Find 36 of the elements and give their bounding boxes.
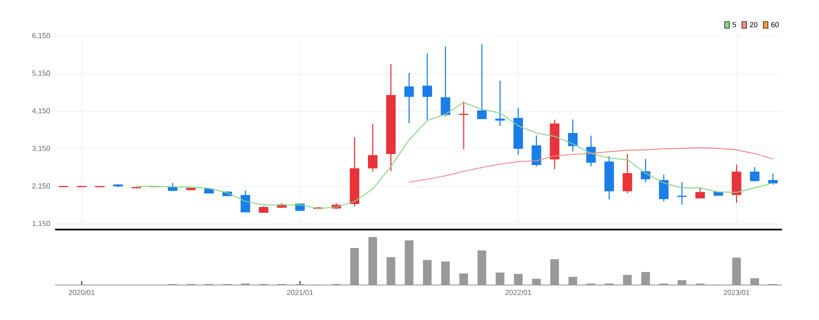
bar [368,236,378,285]
candlestick [458,100,468,150]
candlestick [368,123,378,172]
bar [550,259,559,285]
candlestick [477,44,487,120]
bar [732,258,741,285]
candlestick [750,166,760,182]
candlestick [677,182,687,206]
bar [641,272,650,285]
bar [532,278,541,285]
candlestick [768,173,778,186]
candlestick [586,135,596,167]
candlestick [532,135,542,167]
bar [623,274,632,285]
candlestick [622,153,632,194]
bar [514,274,523,285]
candlestick [695,187,705,199]
bar [678,280,686,285]
candlestick [495,80,505,126]
bar [750,278,760,285]
candlestick [732,164,742,204]
candlestick [658,174,669,202]
candlestick [404,72,414,124]
candlestick [422,52,432,120]
bar [404,240,414,285]
bar [350,248,359,285]
candlestick [440,46,450,117]
candlestick [568,118,578,152]
bar [459,273,468,285]
bar [441,261,450,285]
candlestick [240,190,250,212]
bar [422,260,432,285]
bar [386,257,396,285]
bar [496,272,504,285]
bar [568,276,578,285]
bar [478,250,486,285]
